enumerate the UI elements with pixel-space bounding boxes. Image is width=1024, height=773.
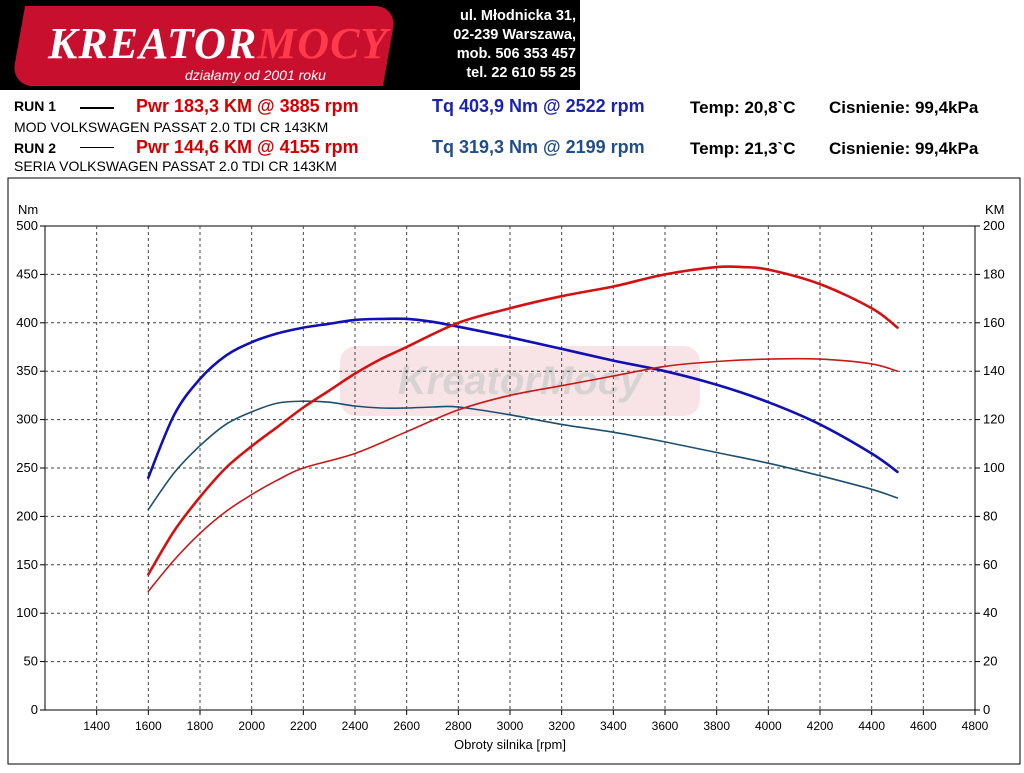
y-right-tick-label: 60 (983, 557, 997, 572)
dyno-chart: KreatorMocy 1400 1600 1800 2000 2200 2400 2600 2… (0, 176, 1024, 768)
run-2-torque: Tq 319,3 Nm @ 2199 rpm (432, 137, 645, 157)
watermark-badge (340, 346, 700, 416)
address-line: tel. 22 610 55 25 (466, 65, 576, 81)
run-1-pressure: Cisnienie: 99,4kPa (829, 98, 979, 117)
y-right-tick-label: 0 (983, 702, 990, 717)
torque-curve-run-1 (147, 317, 899, 479)
y-left-tick-label: 100 (16, 605, 38, 620)
x-tick-label: 2400 (342, 719, 369, 733)
run-1-temperature: Temp: 20,8`C (690, 98, 796, 117)
run-1-line-sample (80, 107, 114, 109)
y-left-tick-label: 500 (16, 218, 38, 233)
x-tick-label: 1800 (187, 719, 214, 733)
y-left-tick-label: 350 (16, 363, 38, 378)
y-right-tick-label: 120 (983, 412, 1005, 427)
y-right-tick-label: 160 (983, 315, 1005, 330)
y-right-tick-label: 180 (983, 266, 1005, 281)
x-tick-label: 1400 (83, 719, 110, 733)
x-tick-label: 4600 (910, 719, 937, 733)
run-1-label: RUN 1 (14, 98, 57, 114)
y-right-tick-label: 80 (983, 508, 997, 523)
company-logo: KREATORMOCY działamy od 2001 roku ul. Mł… (0, 0, 580, 90)
y-right-tick-label: 40 (983, 605, 997, 620)
y-left-tick-label: 250 (16, 460, 38, 475)
y-right-tick-label: 200 (983, 218, 1005, 233)
run-2-power: Pwr 144,6 KM @ 4155 rpm (136, 137, 359, 157)
run-1-power: Pwr 183,3 KM @ 3885 rpm (136, 96, 359, 116)
run-2-description: SERIA VOLKSWAGEN PASSAT 2.0 TDI CR 143KM (14, 158, 337, 174)
y-right-tick-label: 100 (983, 460, 1005, 475)
x-tick-label: 2600 (393, 719, 420, 733)
y-left-tick-label: 450 (16, 266, 38, 281)
address-line: 02-239 Warszawa, (453, 27, 576, 43)
run-1-torque: Tq 403,9 Nm @ 2522 rpm (432, 96, 645, 116)
y-left-tick-label: 400 (16, 315, 38, 330)
x-tick-label: 1600 (135, 719, 162, 733)
x-tick-label: 4800 (962, 719, 989, 733)
watermark-logo: KreatorMocy (398, 359, 644, 403)
y-right-tick-label: 20 (983, 654, 997, 669)
y-left-tick-label: 300 (16, 412, 38, 427)
power-curve-run-1 (147, 265, 899, 576)
torque-curve-run-2 (147, 400, 899, 511)
y-left-tick-label: 200 (16, 508, 38, 523)
y-left-tick-label: 150 (16, 557, 38, 572)
x-tick-label: 3000 (497, 719, 524, 733)
run-2-line-sample (80, 147, 114, 148)
x-tick-label: 2800 (445, 719, 472, 733)
x-axis-label: Obroty silnika [rpm] (454, 737, 566, 752)
power-curve-run-2 (147, 357, 899, 593)
report-header: KREATORMOCY działamy od 2001 roku ul. Mł… (0, 0, 1024, 176)
y-right-axis-label: KM (985, 202, 1005, 217)
x-tick-label: 3200 (548, 719, 575, 733)
x-tick-label: 4400 (858, 719, 885, 733)
x-tick-label: 3400 (600, 719, 627, 733)
y-right-tick-label: 140 (983, 363, 1005, 378)
x-tick-label: 4200 (807, 719, 834, 733)
chart-border (7, 177, 1021, 765)
y-left-tick-label: 50 (24, 654, 38, 669)
run-2-pressure: Cisnienie: 99,4kPa (829, 139, 979, 158)
run-1-description: MOD VOLKSWAGEN PASSAT 2.0 TDI CR 143KM (14, 119, 329, 135)
x-tick-label: 4000 (755, 719, 782, 733)
x-tick-label: 2000 (238, 719, 265, 733)
logo-slogan: działamy od 2001 roku (185, 67, 326, 83)
x-tick-label: 2200 (290, 719, 317, 733)
x-tick-label: 3800 (703, 719, 730, 733)
y-left-tick-label: 0 (31, 702, 38, 717)
address-line: ul. Młodnicka 31, (459, 8, 576, 24)
y-left-axis-label: Nm (18, 202, 38, 217)
x-tick-label: 3600 (652, 719, 679, 733)
logo-wordmark: KREATORMOCY (48, 19, 389, 68)
run-2-label: RUN 2 (14, 140, 57, 156)
run-2-temperature: Temp: 21,3`C (690, 139, 796, 158)
company-address: ul. Młodnicka 31, 02-239 Warszawa, mob. … (408, 7, 576, 83)
address-line: mob. 506 353 457 (456, 46, 576, 62)
